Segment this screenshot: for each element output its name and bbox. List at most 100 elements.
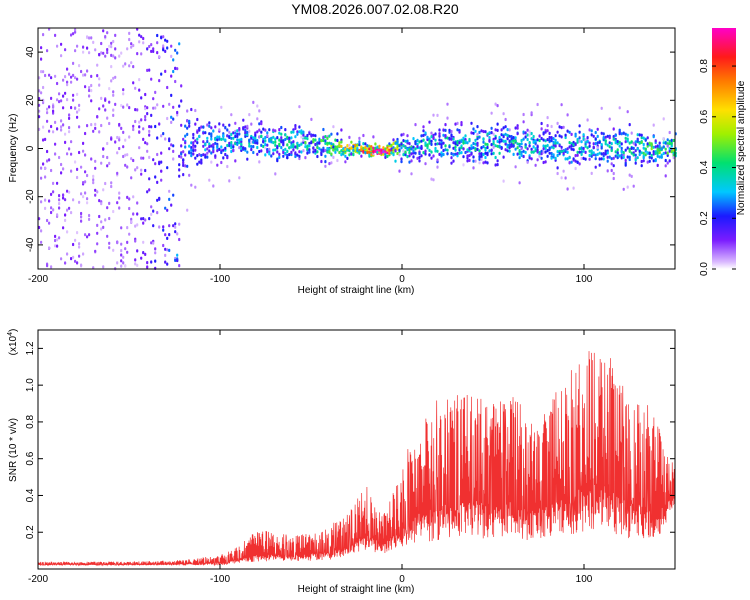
- spectrogram-cell: [260, 134, 263, 138]
- spectrogram-cell: [554, 144, 557, 148]
- spectrogram-cell: [570, 160, 573, 164]
- spectrogram-cell: [50, 76, 53, 80]
- spectrogram-cell: [330, 132, 333, 136]
- spectrogram-cell: [162, 243, 165, 248]
- spectrogram-cell: [144, 115, 147, 119]
- spectrogram-cell: [472, 159, 475, 163]
- spectrogram-cell: [226, 164, 229, 169]
- spectrogram-cell: [80, 211, 83, 216]
- spectrogram-cell: [478, 149, 481, 153]
- spectrogram-cell: [106, 155, 109, 160]
- spectrogram-cell: [152, 97, 155, 101]
- spectrogram-cell: [648, 155, 651, 159]
- spectrogram-cell: [630, 146, 633, 150]
- spectrogram-cell: [582, 156, 585, 160]
- colorbar-tick-label: 0.0: [699, 262, 710, 276]
- spectrogram-cell: [60, 54, 63, 58]
- spectrogram-cell: [64, 213, 67, 217]
- spectrogram-cell: [436, 142, 439, 146]
- spectrogram-cell: [74, 160, 77, 164]
- spectrogram-cell: [652, 152, 655, 156]
- spectrogram-cell: [484, 142, 487, 146]
- spectrogram-cell: [110, 65, 113, 69]
- spectrogram-cell: [590, 133, 593, 137]
- spectrogram-cell: [160, 151, 163, 155]
- spectrogram-cell: [52, 130, 55, 134]
- spectrogram-cell: [150, 205, 153, 209]
- spectrogram-cell: [664, 164, 667, 168]
- spectrogram-cell: [106, 116, 109, 120]
- spectrogram-cell: [198, 134, 201, 138]
- spectrogram-cell: [258, 128, 261, 132]
- spectrogram-cell: [54, 74, 57, 78]
- spectrogram-cell: [554, 156, 557, 160]
- spectrogram-cell: [44, 73, 47, 78]
- spectrogram-cell: [332, 145, 335, 149]
- spectrogram-cell: [564, 176, 567, 180]
- spectrogram-cell: [226, 143, 229, 148]
- spectrogram-cell: [336, 132, 339, 136]
- spectrogram-cell: [560, 145, 563, 149]
- spectrogram-cell: [646, 160, 649, 164]
- spectrogram-cell: [256, 104, 259, 108]
- spectrogram-cell: [276, 136, 279, 140]
- spectrogram-cell: [204, 142, 207, 146]
- spectrogram-cell: [572, 186, 575, 190]
- spectrogram-cell: [182, 163, 185, 167]
- snr-y-tick-label: 1.2: [25, 341, 36, 355]
- spectrogram-cell: [668, 130, 671, 135]
- spectrogram-cell: [70, 106, 73, 110]
- spectrogram-cell: [44, 206, 47, 210]
- snr-x-tick-label: 100: [576, 574, 593, 585]
- spectrogram-cell: [498, 144, 501, 148]
- spectrogram-cell: [106, 206, 109, 210]
- spectrogram-cell: [608, 155, 611, 159]
- spectrogram-cell: [384, 149, 387, 153]
- spectrogram-cell: [610, 142, 613, 146]
- spectrogram-cell: [370, 153, 373, 157]
- spectrogram-cell: [504, 148, 507, 152]
- spectrogram-cell: [68, 113, 71, 117]
- spectrogram-cell: [484, 130, 487, 134]
- spectrogram-cell: [316, 146, 319, 150]
- spectrogram-cell: [132, 127, 135, 132]
- spectrogram-cell: [474, 148, 477, 152]
- spectrogram-cell: [638, 152, 641, 157]
- spectrogram-cell: [318, 137, 321, 141]
- spectrogram-cell: [540, 121, 543, 126]
- spectrogram-cell: [418, 155, 421, 160]
- spectrogram-cell: [466, 148, 469, 152]
- spectrogram-cell: [598, 163, 601, 167]
- spectrogram-cell: [598, 140, 601, 144]
- spectrogram-cell: [64, 91, 67, 95]
- spectrogram-cell: [520, 142, 523, 146]
- spectrogram-cell: [114, 75, 117, 79]
- spectrogram-cell: [352, 144, 355, 149]
- spectrogram-cell: [448, 145, 451, 149]
- spectrogram-cell: [76, 115, 79, 119]
- spectrogram-cell: [136, 108, 139, 112]
- spectrogram-cell: [190, 148, 193, 152]
- spectrogram-cell: [474, 142, 477, 146]
- spectrogram-cell: [186, 208, 189, 212]
- spectrogram-cell: [548, 146, 551, 150]
- spectrogram-cell: [154, 175, 157, 179]
- spectrogram-cell: [56, 127, 59, 131]
- spectrogram-cell: [358, 151, 361, 155]
- spectrogram-cell: [596, 146, 599, 150]
- spectrogram-cell: [122, 255, 125, 259]
- spectrogram-cell: [488, 131, 491, 135]
- spectrogram-cell: [150, 125, 153, 129]
- spectrogram-cell: [492, 132, 495, 136]
- spectrogram-cell: [224, 125, 227, 130]
- spectrogram-cell: [662, 141, 665, 145]
- spectrogram-cell: [62, 196, 65, 200]
- spectrogram-cell: [196, 137, 199, 141]
- spectrogram-cell: [670, 149, 673, 154]
- snr-y-tick-label: 1.0: [25, 378, 36, 392]
- spectrogram-cell: [284, 128, 287, 132]
- spectrogram-cell: [520, 138, 523, 143]
- spectrogram-cell: [220, 145, 223, 149]
- spectrogram-cell: [154, 259, 157, 263]
- spectrogram-cell: [160, 36, 163, 40]
